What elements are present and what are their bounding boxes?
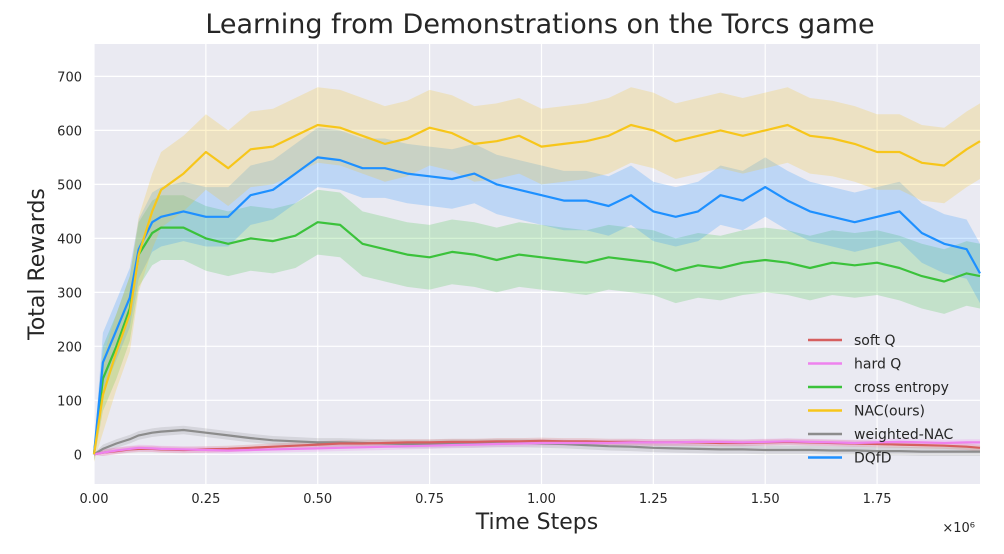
x-axis-multiplier: ×10⁶ <box>942 521 975 536</box>
y-tick-label: 700 <box>57 70 82 85</box>
legend-label-weighted-nac: weighted-NAC <box>854 427 954 443</box>
y-tick-label: 100 <box>57 394 82 409</box>
hard-q-line <box>93 440 980 456</box>
series-lines <box>92 123 981 456</box>
y-tick-label: 0 <box>74 448 82 463</box>
dqfd-band <box>94 127 980 461</box>
x-tick-label: 1.75 <box>863 492 892 507</box>
y-tick-label: 300 <box>57 286 82 301</box>
x-tick-label: 1.50 <box>751 492 780 507</box>
legend-label-soft-q: soft Q <box>854 333 896 349</box>
y-axis-label: Total Rewards <box>25 188 50 341</box>
x-tick-label: 0.50 <box>303 492 332 507</box>
x-tick-label: 0.00 <box>80 492 109 507</box>
x-tick-label: 1.00 <box>527 492 556 507</box>
y-tick-label: 400 <box>57 232 82 247</box>
nac-ours-line <box>92 123 981 455</box>
x-tick-label: 0.75 <box>415 492 444 507</box>
y-tick-label: 600 <box>57 124 82 139</box>
dqfd-line <box>92 156 981 455</box>
gridlines <box>93 44 980 484</box>
cross-entropy-band <box>94 189 980 461</box>
legend-label-cross-entropy: cross entropy <box>854 380 949 396</box>
y-tick-label: 500 <box>57 178 82 193</box>
chart-title: Learning from Demonstrations on the Torc… <box>205 9 874 40</box>
x-axis-label: Time Steps <box>475 510 598 535</box>
legend-label-nac-ours: NAC(ours) <box>854 404 925 420</box>
legend-label-dqfd: DQfD <box>854 451 892 467</box>
y-tick-label: 200 <box>57 340 82 355</box>
legend: soft Q hard Q cross entropy NAC(ours) weight… <box>808 333 954 467</box>
legend-label-hard-q: hard Q <box>854 357 901 373</box>
x-tick-label: 0.25 <box>191 492 220 507</box>
x-tick-label: 1.25 <box>639 492 668 507</box>
nac-ours-band <box>94 87 980 462</box>
cross-entropy-line <box>92 221 981 455</box>
tick-labels: 0.00 0.25 0.50 0.75 1.00 1.25 1.50 1.75 0 100 200 3… <box>57 70 891 507</box>
